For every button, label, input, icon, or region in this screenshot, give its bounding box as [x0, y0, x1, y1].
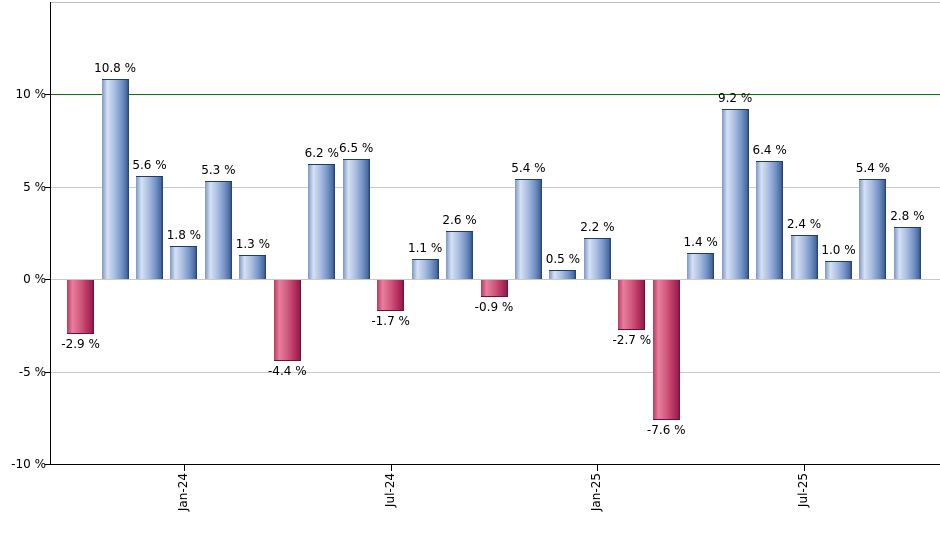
x-axis-tick	[804, 465, 805, 471]
bar-value-label: 5.4 %	[855, 161, 891, 175]
bar-positive	[722, 109, 749, 279]
bar-negative	[618, 280, 645, 330]
bar-negative	[377, 280, 404, 311]
bar-value-label: -7.6 %	[646, 423, 686, 437]
bar-positive	[687, 253, 714, 279]
bar-positive	[584, 238, 611, 279]
bar-negative	[653, 280, 680, 420]
bar-value-label: 2.4 %	[786, 217, 822, 231]
bar-value-label: 1.4 %	[683, 235, 718, 249]
y-axis-tick	[45, 187, 50, 188]
bar-positive	[136, 176, 163, 279]
bar-positive	[308, 164, 335, 279]
bar-positive	[791, 235, 818, 279]
bar-value-label: 1.0 %	[821, 243, 856, 257]
bar-positive	[239, 255, 266, 279]
bar-value-label: -1.7 %	[371, 314, 410, 328]
gridline	[51, 279, 940, 280]
bar-value-label: 1.8 %	[166, 228, 202, 242]
bar-negative	[67, 280, 94, 334]
bar-value-label: 10.8 %	[94, 61, 137, 75]
y-axis-label: 5 %	[23, 180, 46, 194]
bar-positive	[446, 231, 473, 279]
bar-positive	[825, 261, 852, 279]
bar-value-label: 1.1 %	[407, 241, 443, 255]
x-axis-tick	[597, 465, 598, 471]
bar-positive	[343, 159, 370, 279]
bar-value-label: -4.4 %	[267, 364, 307, 378]
bar-value-label: -2.9 %	[61, 337, 100, 351]
bar-positive	[515, 179, 542, 279]
bar-positive	[894, 227, 921, 279]
y-axis-tick	[45, 94, 50, 95]
bar-value-label: -2.7 %	[612, 333, 652, 347]
y-axis-line	[50, 2, 51, 465]
x-axis-label: Jul-25	[796, 473, 810, 508]
bar-value-label: -0.9 %	[474, 300, 514, 314]
bar-value-label: 5.4 %	[511, 161, 546, 175]
reference-line-10pct	[51, 94, 940, 95]
bar-positive	[859, 179, 886, 279]
bar-value-label: 6.5 %	[339, 141, 374, 155]
y-axis-label: 10 %	[15, 87, 47, 101]
bar-positive	[205, 181, 232, 279]
bar-value-label: 0.5 %	[545, 252, 581, 266]
bar-positive	[412, 259, 439, 279]
bar-value-label: 1.3 %	[235, 237, 270, 251]
bar-positive	[756, 161, 783, 279]
bar-negative	[481, 280, 508, 297]
x-axis-line	[50, 464, 940, 465]
bar-negative	[274, 280, 301, 361]
bar-positive	[102, 79, 129, 279]
gridline	[51, 187, 940, 188]
x-axis-label: Jan-25	[589, 473, 603, 512]
bar-value-label: 5.3 %	[201, 163, 236, 177]
gridline	[51, 372, 940, 373]
bar-positive	[549, 270, 576, 279]
bar-value-label: 9.2 %	[717, 91, 753, 105]
y-axis-tick	[45, 372, 50, 373]
x-axis-label: Jan-24	[176, 473, 190, 512]
bar-value-label: 2.8 %	[890, 209, 925, 223]
bar-value-label: 2.6 %	[442, 213, 477, 227]
x-axis-tick	[184, 465, 185, 471]
x-axis-label: Jul-24	[383, 473, 397, 508]
bar-value-label: 2.2 %	[580, 220, 615, 234]
plot-top-border	[50, 2, 940, 3]
y-axis-label: -10 %	[11, 457, 46, 471]
y-axis-tick	[45, 464, 50, 465]
y-axis-label: -5 %	[18, 365, 46, 379]
y-axis-label: 0 %	[23, 272, 46, 286]
y-axis-tick	[45, 279, 50, 280]
bar-value-label: 6.2 %	[304, 146, 339, 160]
x-axis-tick	[391, 465, 392, 471]
bar-positive	[170, 246, 197, 279]
bar-value-label: 6.4 %	[752, 143, 787, 157]
bar-value-label: 5.6 %	[132, 158, 167, 172]
